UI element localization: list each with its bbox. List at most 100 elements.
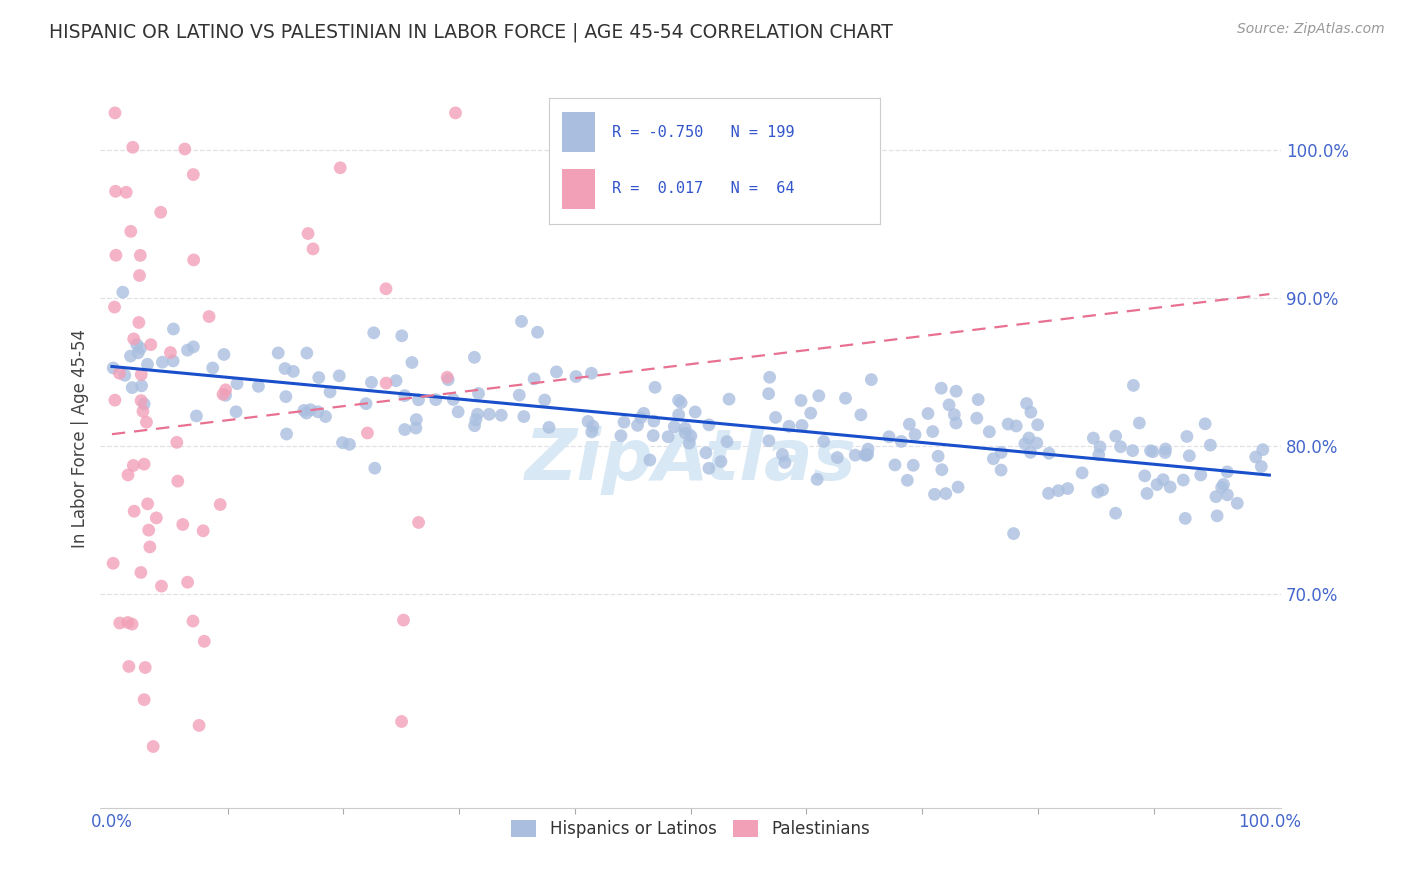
Point — [1189, 467, 1212, 482]
Point — [132, 397, 155, 411]
Point — [765, 410, 787, 425]
Point — [758, 434, 780, 448]
Point — [1212, 477, 1234, 491]
Point — [943, 408, 966, 422]
Point — [125, 337, 148, 351]
Point — [131, 379, 153, 393]
Point — [945, 416, 967, 430]
Point — [1122, 443, 1144, 458]
Point — [183, 252, 205, 267]
Point — [537, 420, 560, 434]
Point — [834, 391, 856, 405]
Point — [898, 417, 921, 432]
Point — [467, 386, 489, 401]
Point — [129, 368, 152, 382]
Point — [408, 392, 430, 407]
Point — [274, 361, 297, 376]
Point — [104, 393, 127, 408]
Point — [198, 310, 221, 324]
Point — [117, 615, 139, 630]
Point — [664, 419, 686, 434]
Point — [523, 372, 546, 386]
Point — [226, 376, 249, 391]
Point — [247, 379, 270, 393]
Point — [136, 497, 159, 511]
Point — [101, 556, 124, 570]
Point — [1216, 488, 1239, 502]
Point — [565, 369, 588, 384]
Point — [630, 410, 652, 425]
Point — [437, 373, 460, 387]
Point — [1109, 440, 1132, 454]
Point — [1088, 440, 1111, 454]
Point — [945, 384, 967, 399]
Point — [576, 414, 599, 428]
Point — [884, 458, 907, 472]
Point — [149, 205, 172, 219]
Point — [134, 692, 156, 706]
Point — [679, 429, 702, 443]
Point — [678, 436, 700, 450]
Point — [308, 370, 330, 384]
Point — [152, 355, 174, 369]
Point — [669, 395, 692, 409]
Point — [127, 346, 149, 360]
Point — [128, 316, 150, 330]
Point — [363, 326, 385, 340]
Point — [1199, 438, 1222, 452]
Point — [1216, 465, 1239, 479]
Point — [121, 617, 143, 632]
Point — [610, 428, 633, 442]
Point — [103, 300, 125, 314]
Point — [990, 445, 1012, 459]
Point — [1002, 526, 1025, 541]
Point — [1105, 429, 1128, 443]
Point — [436, 370, 458, 384]
Point — [697, 417, 720, 432]
Point — [464, 418, 486, 433]
Point — [513, 409, 536, 424]
Point — [927, 449, 949, 463]
Point — [1206, 508, 1229, 523]
Point — [510, 314, 533, 328]
Point — [162, 354, 184, 368]
Point — [643, 414, 665, 428]
Point — [159, 345, 181, 359]
Point — [813, 434, 835, 449]
Point — [1047, 483, 1070, 498]
Point — [212, 347, 235, 361]
Point — [209, 498, 232, 512]
Point — [1104, 506, 1126, 520]
Point — [129, 393, 152, 408]
Point — [1025, 436, 1047, 450]
Point — [186, 409, 208, 423]
Point — [1071, 466, 1094, 480]
Point — [856, 442, 879, 457]
Point — [122, 332, 145, 346]
Point — [181, 614, 204, 628]
Point — [917, 407, 939, 421]
Point — [104, 248, 127, 262]
Point — [1019, 405, 1042, 419]
Point — [856, 447, 879, 461]
Point — [114, 368, 136, 383]
Point — [121, 140, 143, 154]
Point — [1026, 417, 1049, 432]
Point — [1194, 417, 1216, 431]
Point — [307, 405, 329, 419]
Point — [1136, 486, 1159, 500]
Point — [129, 566, 152, 580]
Point — [212, 387, 235, 401]
Point — [1178, 449, 1201, 463]
Point — [683, 405, 706, 419]
Point — [581, 425, 603, 439]
Point — [853, 448, 876, 462]
Point — [120, 349, 142, 363]
Y-axis label: In Labor Force | Age 45-54: In Labor Force | Age 45-54 — [72, 329, 89, 548]
Point — [173, 142, 195, 156]
Point — [295, 346, 318, 360]
Point — [758, 386, 780, 401]
Point — [1211, 481, 1233, 495]
Point — [385, 374, 408, 388]
Point — [463, 351, 485, 365]
